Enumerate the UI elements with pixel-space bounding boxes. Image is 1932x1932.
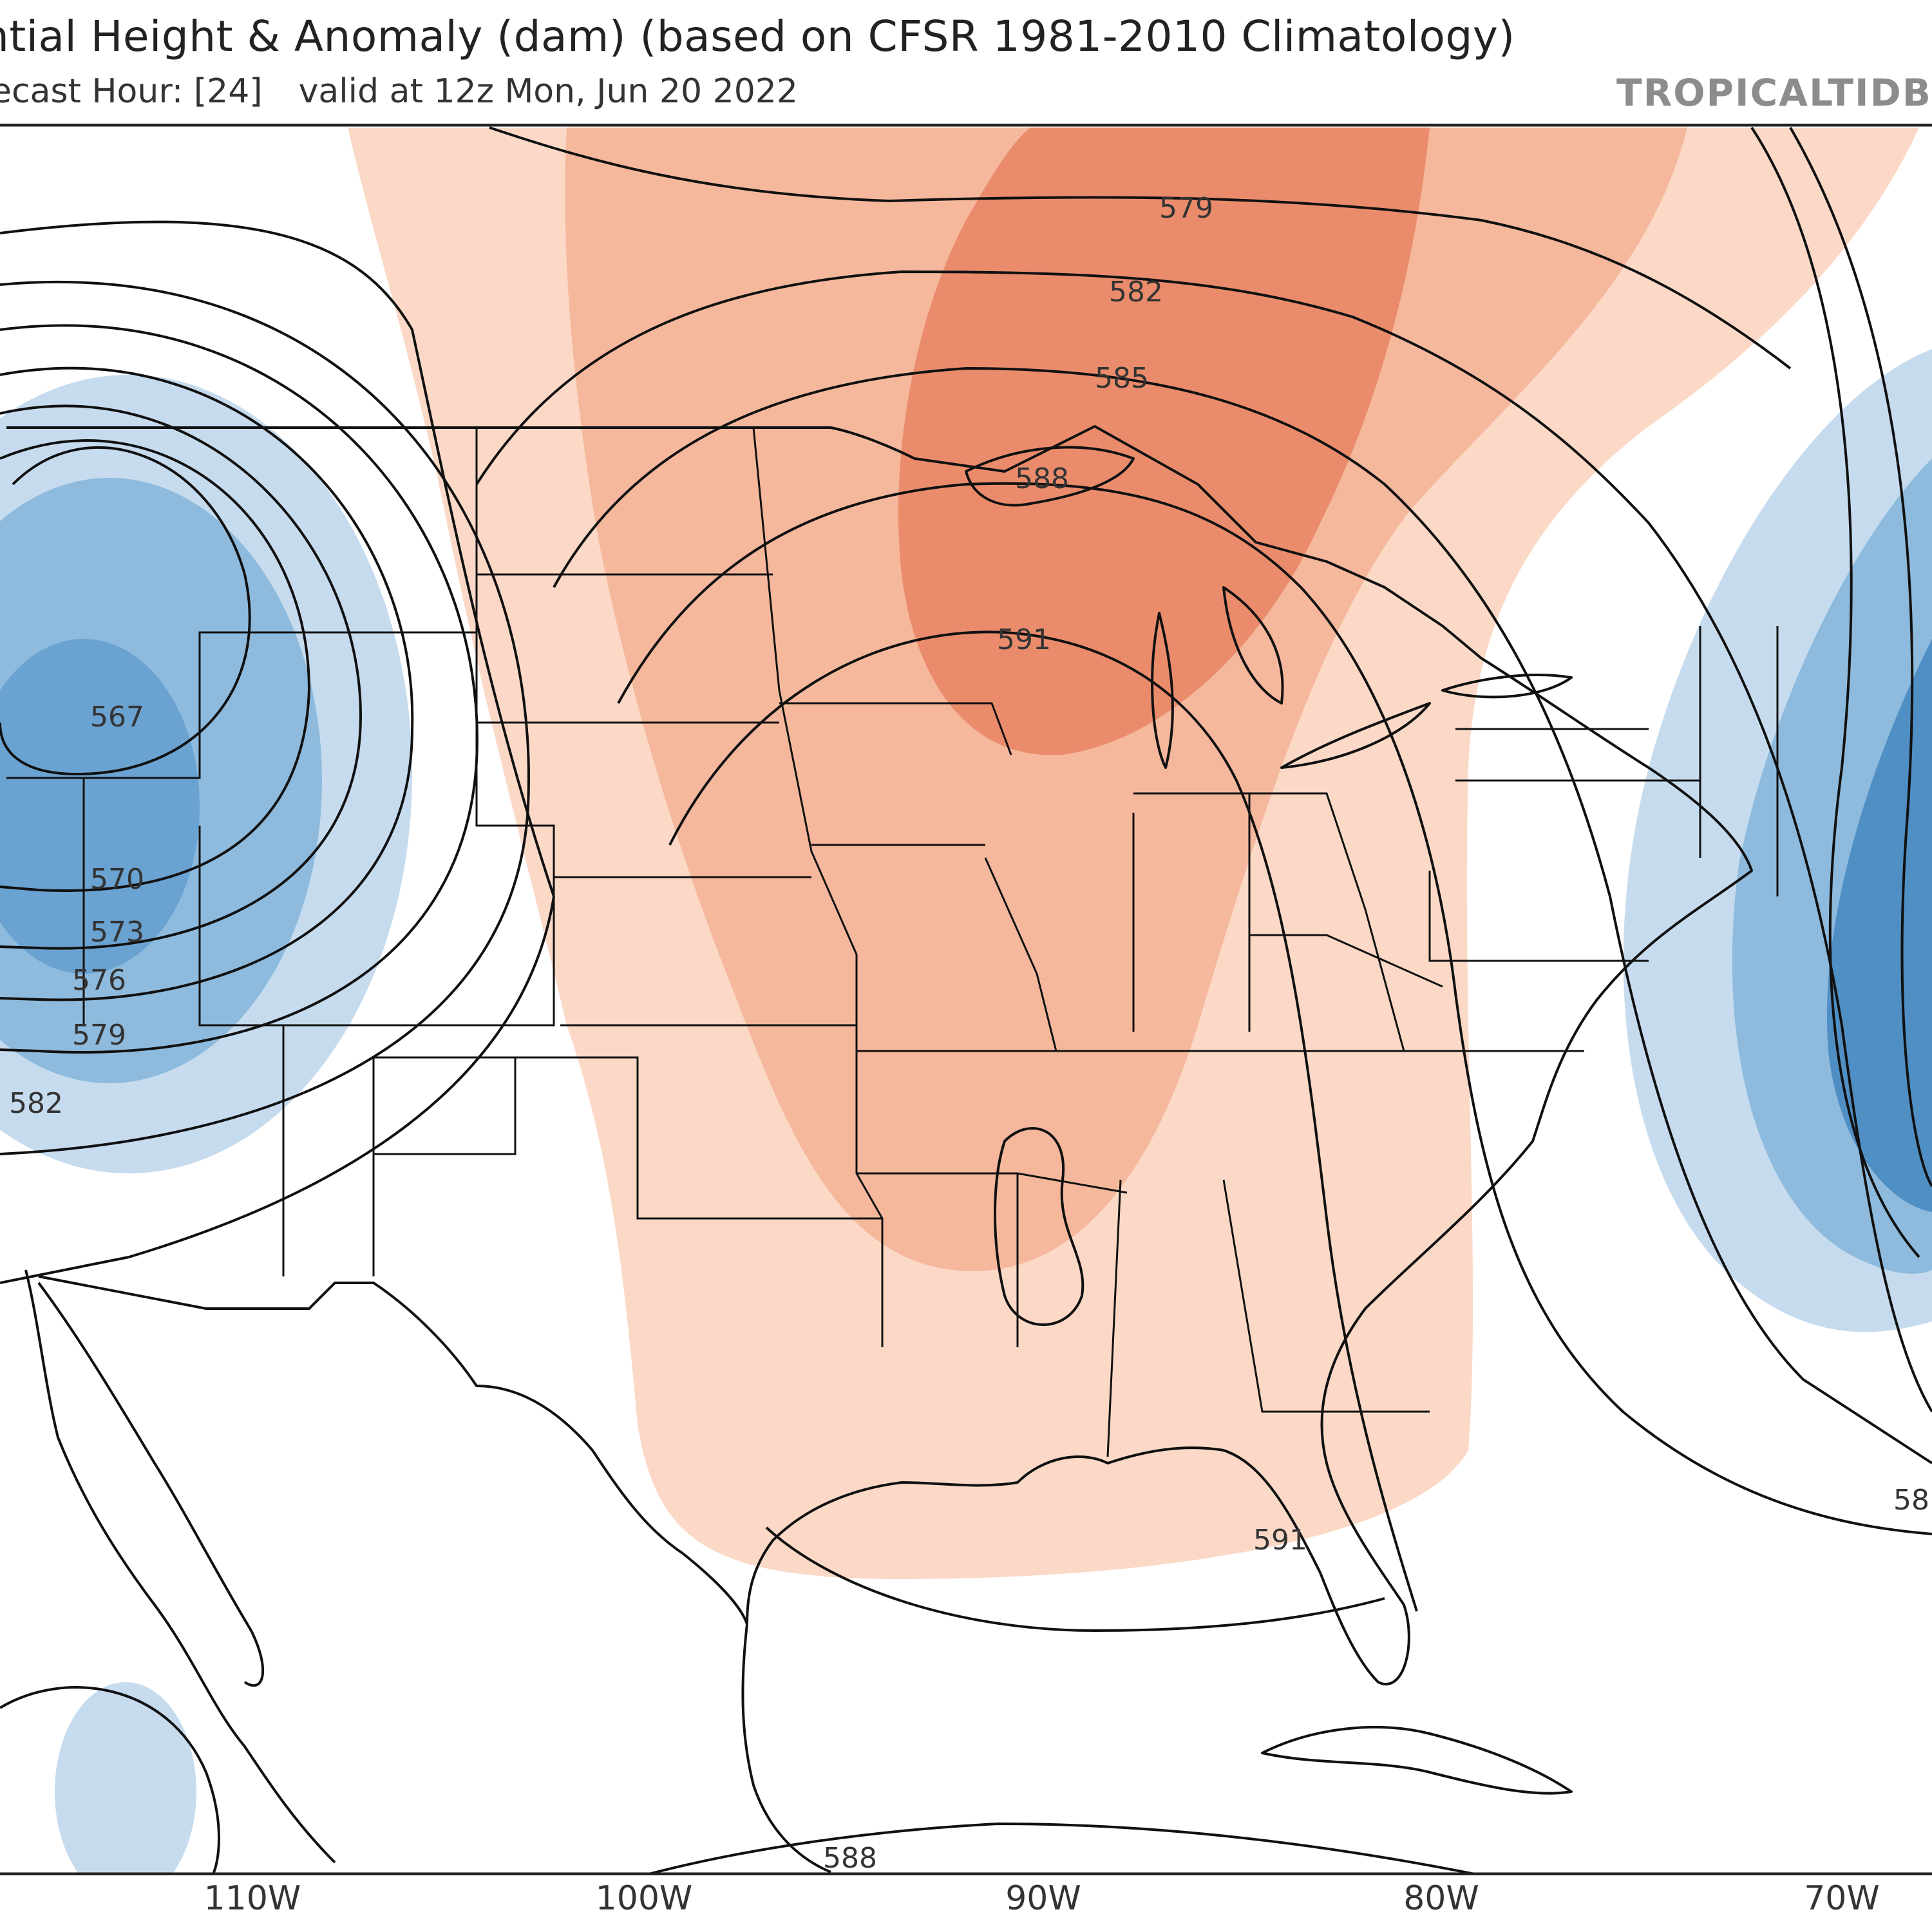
contour-579-west <box>0 324 478 1054</box>
valid-time-label: valid at 12z Mon, Jun 20 2022 <box>298 72 798 111</box>
baja-peninsula <box>37 1282 265 1687</box>
lake-ontario <box>1441 674 1573 699</box>
atlantic-coast <box>1319 657 1753 1685</box>
cuba <box>1261 1726 1573 1795</box>
contour-label-573: 573 <box>90 916 144 949</box>
contour-label-579-west: 579 <box>72 1019 126 1052</box>
us-mexico-border <box>38 1275 748 1625</box>
neg-sw-light <box>55 1682 196 1875</box>
lake-huron <box>1222 586 1284 705</box>
lake-superior <box>965 446 1135 507</box>
contour-label-579-north: 579 <box>1159 192 1213 225</box>
contour-label-576: 576 <box>72 964 126 997</box>
contour-sw <box>0 1686 220 1875</box>
contour-label-588-south: 588 <box>823 1842 877 1875</box>
gulf-coast <box>746 1446 1321 1625</box>
contour-579-north <box>0 220 556 1284</box>
contour-label-591-north: 591 <box>997 623 1051 656</box>
contour-labels: 567 570 573 576 579 582 579 582 585 588 … <box>9 192 1929 1875</box>
us-canada-border <box>6 425 1482 659</box>
chart-subtitle: ecast Hour: [24] valid at 12z Mon, Jun 20… <box>0 72 798 111</box>
contour-label-567: 567 <box>90 701 144 734</box>
contour-570 <box>0 439 311 893</box>
contour-567 <box>0 446 251 776</box>
lon-label-90w: 90W <box>1005 1879 1081 1918</box>
lake-michigan <box>1151 612 1174 769</box>
contour-east-1 <box>1750 126 1920 1258</box>
negative-anomaly-southwest <box>55 1682 196 1875</box>
contour-label-582-west: 582 <box>9 1087 63 1120</box>
contour-582-north <box>475 270 1932 1413</box>
chart-title: ntial Height & Anomaly (dam) (based on C… <box>0 12 1515 61</box>
contour-573 <box>0 404 363 950</box>
contour-588-south <box>643 1822 1482 1875</box>
positive-anomaly-strong <box>898 128 1430 755</box>
contour-591-south <box>765 1526 1385 1633</box>
contour-588-north <box>617 482 1932 1535</box>
lon-label-100w: 100W <box>595 1879 693 1918</box>
contour-ridge-1 <box>489 126 1792 370</box>
pacific-coast <box>24 1269 336 1864</box>
contour-591-loop <box>994 1127 1084 1326</box>
forecast-hour-label: ecast Hour: [24] <box>0 72 263 111</box>
contour-label-570: 570 <box>90 863 144 896</box>
land-boundaries <box>6 425 1753 1873</box>
contour-585 <box>553 366 1932 1464</box>
weather-map: 567 570 573 576 579 582 579 582 585 588 … <box>0 124 1932 1875</box>
lake-erie <box>1280 702 1431 769</box>
contour-label-585: 585 <box>1095 362 1149 395</box>
lon-label-70w: 70W <box>1804 1879 1880 1918</box>
state-borders <box>6 427 1779 1457</box>
contour-576 <box>0 366 414 1001</box>
lon-label-110w: 110W <box>204 1879 301 1918</box>
contour-east-2 <box>1789 126 1932 1188</box>
negative-anomaly-west <box>0 375 412 1173</box>
contour-label-582-north: 582 <box>1109 276 1163 308</box>
contour-591-north <box>668 630 1418 1612</box>
height-contours <box>0 126 1932 1875</box>
contour-582-west <box>0 280 530 1155</box>
contour-label-591-south: 591 <box>1253 1524 1307 1557</box>
mexico-east-coast <box>741 1624 831 1873</box>
chart-header: ntial Height & Anomaly (dam) (based on C… <box>0 0 1932 122</box>
lon-label-80w: 80W <box>1403 1879 1479 1918</box>
brand-watermark: TROPICALTIDB <box>1616 71 1932 115</box>
contour-label-58-east: 58 <box>1893 1484 1929 1517</box>
contour-label-588-north: 588 <box>1015 462 1069 495</box>
